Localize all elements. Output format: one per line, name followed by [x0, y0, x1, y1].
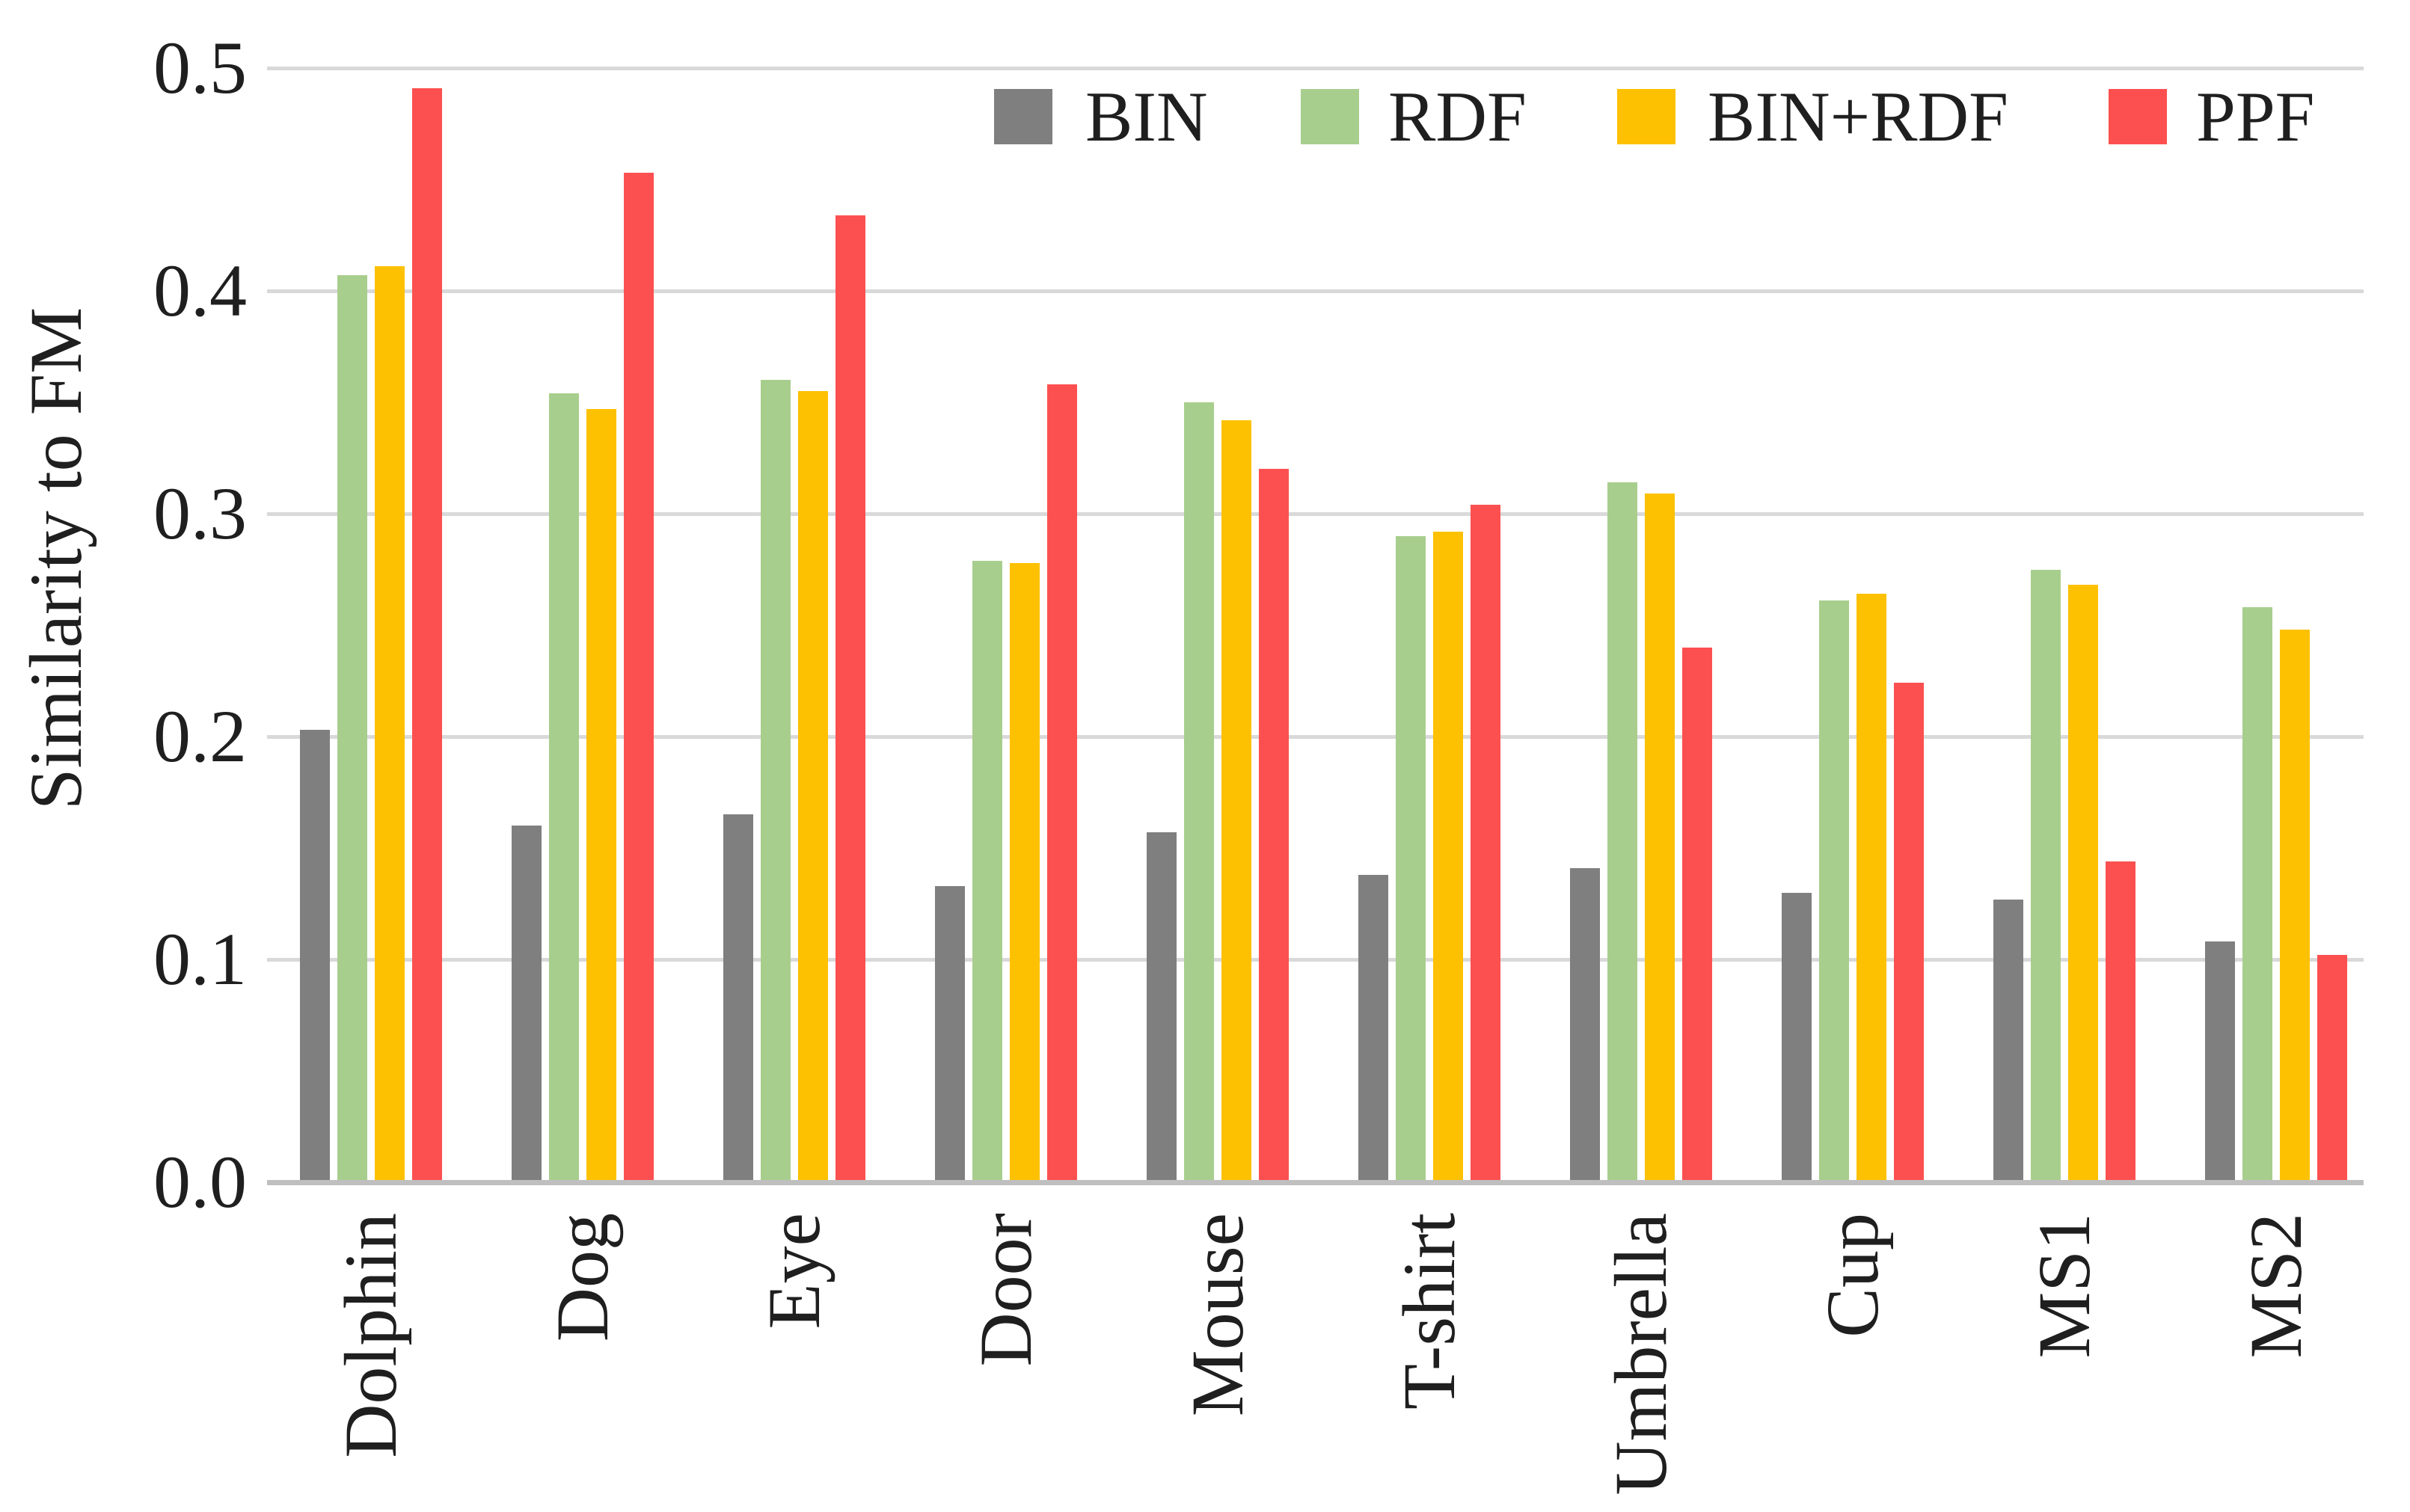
- bar-t-shirt-rdf: [1396, 535, 1426, 1182]
- bar-dog-bin-rdf: [586, 408, 616, 1182]
- bar-umbrella-bin-rdf: [1645, 494, 1675, 1182]
- bar-umbrella-bin: [1570, 867, 1600, 1182]
- legend-label-ppf: PPF: [2196, 77, 2315, 156]
- y-tick-label-0.4: 0.4: [153, 249, 247, 332]
- bar-dolphin-bin: [300, 730, 330, 1182]
- x-axis-line: [267, 1180, 2364, 1185]
- bar-ms1-ppf: [2106, 861, 2135, 1182]
- legend-label-rdf: RDF: [1388, 77, 1527, 156]
- bar-door-rdf: [972, 560, 1002, 1182]
- bar-cup-rdf: [1819, 600, 1849, 1182]
- bar-ms1-bin: [1993, 899, 2023, 1182]
- legend-swatch-ppf: [2109, 89, 2167, 144]
- bar-dolphin-bin-rdf: [375, 266, 405, 1182]
- x-label-door: Door: [964, 1213, 1047, 1367]
- bar-ms1-rdf: [2031, 569, 2061, 1182]
- bar-t-shirt-bin-rdf: [1433, 531, 1463, 1182]
- bar-eye-bin: [723, 814, 753, 1182]
- bar-cup-ppf: [1894, 683, 1924, 1182]
- bar-t-shirt-ppf: [1471, 505, 1500, 1182]
- bar-dog-rdf: [549, 393, 579, 1182]
- bar-ms2-bin: [2205, 941, 2235, 1182]
- gridline-0.5: [267, 67, 2364, 70]
- bar-cup-bin: [1782, 892, 1812, 1182]
- bar-door-bin-rdf: [1010, 562, 1040, 1182]
- legend-label-bin: BIN: [1085, 77, 1208, 156]
- bar-ms2-rdf: [2242, 607, 2272, 1182]
- x-label-t-shirt: T-shirt: [1388, 1213, 1471, 1410]
- bar-eye-ppf: [835, 215, 865, 1182]
- bar-mouse-ppf: [1259, 469, 1289, 1182]
- bar-dog-bin: [512, 826, 542, 1182]
- x-label-dog: Dog: [541, 1213, 624, 1342]
- gridline-0.4: [267, 289, 2364, 293]
- x-label-umbrella: Umbrella: [1599, 1213, 1682, 1496]
- y-tick-label-0.0: 0.0: [153, 1140, 247, 1223]
- bar-eye-rdf: [761, 380, 791, 1182]
- x-label-cup: Cup: [1811, 1213, 1894, 1338]
- bar-mouse-rdf: [1184, 402, 1214, 1182]
- y-tick-label-0.2: 0.2: [153, 695, 247, 778]
- y-tick-label-0.1: 0.1: [153, 918, 247, 1001]
- bar-cup-bin-rdf: [1856, 594, 1886, 1182]
- bar-dolphin-ppf: [412, 87, 442, 1182]
- bar-t-shirt-bin: [1358, 874, 1388, 1182]
- x-label-mouse: Mouse: [1176, 1213, 1259, 1417]
- bar-ms2-bin-rdf: [2280, 629, 2310, 1182]
- x-label-ms1: MS1: [2023, 1213, 2106, 1359]
- bar-umbrella-rdf: [1607, 482, 1637, 1182]
- bar-umbrella-ppf: [1682, 647, 1712, 1182]
- y-tick-label-0.3: 0.3: [153, 472, 247, 555]
- bar-mouse-bin: [1147, 832, 1177, 1182]
- bar-dolphin-rdf: [337, 275, 367, 1182]
- bar-ms1-bin-rdf: [2068, 585, 2098, 1182]
- bar-mouse-bin-rdf: [1221, 420, 1251, 1182]
- gridline-0.1: [267, 958, 2364, 962]
- legend-swatch-bin-rdf: [1617, 89, 1675, 144]
- gridline-0.3: [267, 512, 2364, 516]
- bar-dog-ppf: [624, 173, 654, 1182]
- bar-eye-bin-rdf: [798, 391, 828, 1182]
- bar-door-ppf: [1047, 384, 1077, 1182]
- y-axis-title: Similarity to FM: [14, 307, 97, 811]
- y-tick-label-0.5: 0.5: [153, 26, 247, 109]
- legend-label-bin-rdf: BIN+RDF: [1708, 77, 2008, 156]
- legend-swatch-rdf: [1301, 89, 1359, 144]
- legend-swatch-bin: [994, 89, 1052, 144]
- gridline-0.2: [267, 735, 2364, 739]
- bar-door-bin: [935, 885, 965, 1182]
- x-label-ms2: MS2: [2234, 1213, 2317, 1359]
- x-label-eye: Eye: [752, 1213, 835, 1330]
- bar-ms2-ppf: [2317, 955, 2347, 1182]
- x-label-dolphin: Dolphin: [329, 1213, 412, 1458]
